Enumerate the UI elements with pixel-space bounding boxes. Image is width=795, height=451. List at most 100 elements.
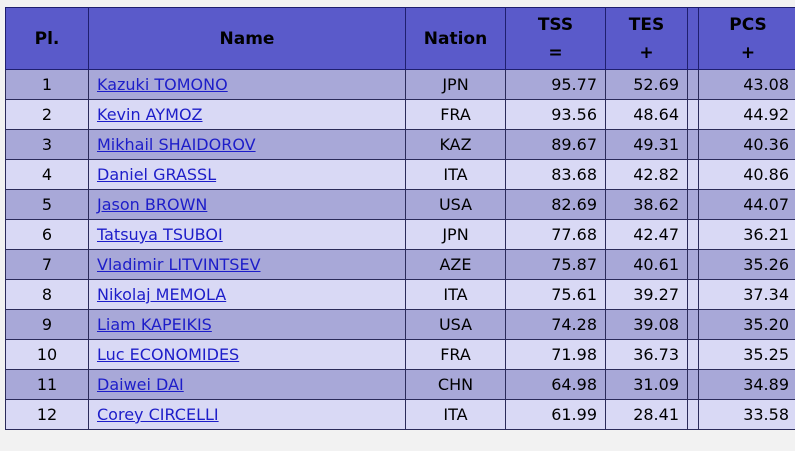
tes-cell: 36.73 [605, 339, 688, 370]
place-cell: 6 [5, 219, 89, 250]
place-cell: 3 [5, 129, 89, 160]
name-cell: Luc ECONOMIDES [88, 339, 406, 370]
pcs-cell: 40.36 [698, 129, 795, 160]
tes-cell: 31.09 [605, 369, 688, 400]
skater-name-link[interactable]: Luc ECONOMIDES [97, 345, 240, 364]
pcs-cell: 40.86 [698, 159, 795, 190]
nation-cell: JPN [405, 69, 506, 100]
spacer-cell [687, 369, 699, 400]
name-cell: Mikhail SHAIDOROV [88, 129, 406, 160]
header-pcs[interactable]: PCS + [698, 7, 795, 70]
nation-cell: FRA [405, 99, 506, 130]
skater-name-link[interactable]: Jason BROWN [97, 195, 208, 214]
table-row: 1 Kazuki TOMONO JPN 95.77 52.69 43.08 [5, 69, 795, 100]
spacer-cell [687, 249, 699, 280]
place-cell: 1 [5, 69, 89, 100]
nation-cell: FRA [405, 339, 506, 370]
tss-cell: 93.56 [505, 99, 606, 130]
place-cell: 11 [5, 369, 89, 400]
pcs-cell: 44.92 [698, 99, 795, 130]
nation-cell: ITA [405, 279, 506, 310]
table-row: 12 Corey CIRCELLI ITA 61.99 28.41 33.58 [5, 399, 795, 430]
place-cell: 8 [5, 279, 89, 310]
header-tss-label: TSS [537, 14, 574, 35]
spacer-cell [687, 309, 699, 340]
header-nation[interactable]: Nation [405, 7, 506, 70]
table-row: 3 Mikhail SHAIDOROV KAZ 89.67 49.31 40.36 [5, 129, 795, 160]
header-place[interactable]: Pl. [5, 7, 89, 70]
spacer-cell [687, 69, 699, 100]
spacer-cell [687, 129, 699, 160]
spacer-cell [687, 189, 699, 220]
table-row: 11 Daiwei DAI CHN 64.98 31.09 34.89 [5, 369, 795, 400]
tss-cell: 61.99 [505, 399, 606, 430]
skater-name-link[interactable]: Vladimir LITVINTSEV [97, 255, 261, 274]
tss-cell: 95.77 [505, 69, 606, 100]
tss-cell: 64.98 [505, 369, 606, 400]
pcs-cell: 37.34 [698, 279, 795, 310]
results-body: 1 Kazuki TOMONO JPN 95.77 52.69 43.08 2 Kevin A… [5, 69, 795, 430]
table-row: 7 Vladimir LITVINTSEV AZE 75.87 40.61 35.26 [5, 249, 795, 280]
header-tes-label: TES [628, 14, 665, 35]
tes-cell: 39.08 [605, 309, 688, 340]
name-cell: Tatsuya TSUBOI [88, 219, 406, 250]
place-cell: 9 [5, 309, 89, 340]
skater-name-link[interactable]: Corey CIRCELLI [97, 405, 219, 424]
spacer-cell [687, 279, 699, 310]
name-cell: Corey CIRCELLI [88, 399, 406, 430]
header-tes-symbol: + [639, 42, 654, 63]
table-row: 4 Daniel GRASSL ITA 83.68 42.82 40.86 [5, 159, 795, 190]
pcs-cell: 33.58 [698, 399, 795, 430]
tes-cell: 42.82 [605, 159, 688, 190]
header-tes[interactable]: TES + [605, 7, 688, 70]
name-cell: Vladimir LITVINTSEV [88, 249, 406, 280]
spacer-cell [687, 159, 699, 190]
header-tss[interactable]: TSS = [505, 7, 606, 70]
header-name[interactable]: Name [88, 7, 406, 70]
tes-cell: 38.62 [605, 189, 688, 220]
name-cell: Jason BROWN [88, 189, 406, 220]
skater-name-link[interactable]: Kazuki TOMONO [97, 75, 228, 94]
header-pcs-label: PCS [729, 14, 767, 35]
skater-name-link[interactable]: Mikhail SHAIDOROV [97, 135, 256, 154]
name-cell: Daniel GRASSL [88, 159, 406, 190]
nation-cell: CHN [405, 369, 506, 400]
tes-cell: 39.27 [605, 279, 688, 310]
name-cell: Liam KAPEIKIS [88, 309, 406, 340]
name-cell: Kazuki TOMONO [88, 69, 406, 100]
table-row: 6 Tatsuya TSUBOI JPN 77.68 42.47 36.21 [5, 219, 795, 250]
skater-name-link[interactable]: Liam KAPEIKIS [97, 315, 212, 334]
tss-cell: 89.67 [505, 129, 606, 160]
skater-name-link[interactable]: Kevin AYMOZ [97, 105, 203, 124]
name-cell: Nikolaj MEMOLA [88, 279, 406, 310]
table-row: 5 Jason BROWN USA 82.69 38.62 44.07 [5, 189, 795, 220]
nation-cell: JPN [405, 219, 506, 250]
table-row: 9 Liam KAPEIKIS USA 74.28 39.08 35.20 [5, 309, 795, 340]
tes-cell: 52.69 [605, 69, 688, 100]
pcs-cell: 44.07 [698, 189, 795, 220]
tss-cell: 77.68 [505, 219, 606, 250]
place-cell: 12 [5, 399, 89, 430]
spacer-cell [687, 399, 699, 430]
tes-cell: 42.47 [605, 219, 688, 250]
nation-cell: ITA [405, 159, 506, 190]
tss-cell: 74.28 [505, 309, 606, 340]
pcs-cell: 36.21 [698, 219, 795, 250]
table-row: 10 Luc ECONOMIDES FRA 71.98 36.73 35.25 [5, 339, 795, 370]
skater-name-link[interactable]: Daiwei DAI [97, 375, 184, 394]
skater-name-link[interactable]: Nikolaj MEMOLA [97, 285, 227, 304]
name-cell: Kevin AYMOZ [88, 99, 406, 130]
header-spacer [687, 7, 699, 70]
table-row: 2 Kevin AYMOZ FRA 93.56 48.64 44.92 [5, 99, 795, 130]
skater-name-link[interactable]: Daniel GRASSL [97, 165, 217, 184]
tss-cell: 83.68 [505, 159, 606, 190]
header-row: Pl. Name Nation TSS = TES + PCS + [5, 7, 795, 70]
tss-cell: 82.69 [505, 189, 606, 220]
spacer-cell [687, 219, 699, 250]
place-cell: 4 [5, 159, 89, 190]
spacer-cell [687, 99, 699, 130]
pcs-cell: 34.89 [698, 369, 795, 400]
table-row: 8 Nikolaj MEMOLA ITA 75.61 39.27 37.34 [5, 279, 795, 310]
skater-name-link[interactable]: Tatsuya TSUBOI [97, 225, 223, 244]
